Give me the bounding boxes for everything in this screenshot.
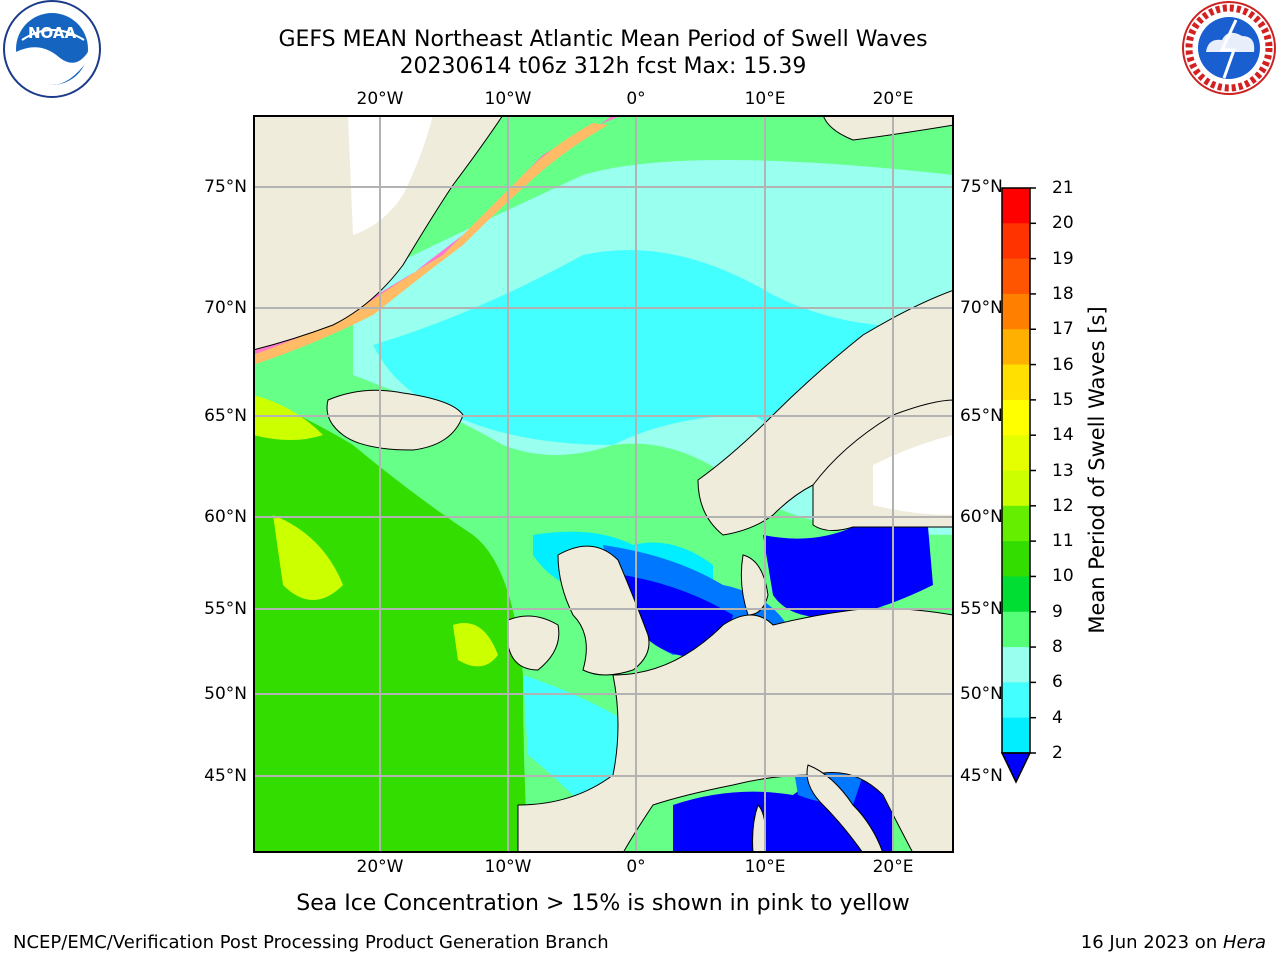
colorbar-tick-label: 19 xyxy=(1052,248,1074,269)
colorbar-extend-triangle xyxy=(1000,752,1032,784)
land-ireland xyxy=(507,615,560,671)
colorbar-band xyxy=(1002,293,1030,330)
footer-date-text: 16 Jun 2023 on xyxy=(1080,932,1223,953)
colorbar-tick-label: 8 xyxy=(1052,637,1063,658)
land-great-britain xyxy=(557,545,650,676)
colorbar-band xyxy=(1002,717,1030,754)
colorbar-ticks: 21 20 19 18 17 16 15 14 13 12 11 10 9 8 6 4 2 xyxy=(1042,178,1082,770)
lon-label-bottom: 0° xyxy=(626,857,646,877)
lon-label-top: 10°W xyxy=(484,89,532,109)
lat-label-right: 70°N xyxy=(960,298,1003,318)
footer-machine: Hera xyxy=(1222,932,1266,953)
lon-label-top: 10°E xyxy=(744,89,786,109)
colorbar-tick-label: 18 xyxy=(1052,283,1074,304)
colorbar-band xyxy=(1002,682,1030,719)
colorbar-band xyxy=(1002,647,1030,683)
lat-label-left: 70°N xyxy=(204,298,247,318)
colorbar-tick-label: 10 xyxy=(1052,566,1074,587)
lat-label-left: 45°N xyxy=(204,766,247,786)
lon-label-top: 20°E xyxy=(872,89,914,109)
colorbar-tick-label: 21 xyxy=(1052,178,1074,198)
swell-band-13-14 xyxy=(453,623,498,667)
colorbar-tick-label: 17 xyxy=(1052,319,1074,340)
lat-label-right: 55°N xyxy=(960,599,1003,619)
lon-label-bottom: 20°W xyxy=(356,857,404,877)
map-panel xyxy=(252,114,955,854)
lon-label-bottom: 10°E xyxy=(744,857,786,877)
colorbar-band xyxy=(1002,364,1030,401)
lat-label-right: 50°N xyxy=(960,684,1003,704)
lat-label-right: 45°N xyxy=(960,766,1003,786)
colorbar-band xyxy=(1002,505,1030,542)
colorbar-band xyxy=(1002,258,1030,295)
footer-date: 16 Jun 2023 on Hera xyxy=(1081,932,1266,954)
land-iceland xyxy=(326,389,464,451)
colorbar-band xyxy=(1002,470,1030,507)
colorbar-tick-label: 4 xyxy=(1052,707,1063,728)
colorbar-tick-label: 11 xyxy=(1052,531,1074,552)
lon-label-bottom: 10°W xyxy=(484,857,532,877)
colorbar-band xyxy=(1002,611,1030,648)
nws-logo xyxy=(1178,0,1280,100)
graticule xyxy=(253,115,954,853)
lon-label-top: 0° xyxy=(626,89,646,109)
sea-ice-note: Sea Ice Concentration > 15% is shown in … xyxy=(296,891,910,916)
map-frame xyxy=(253,115,954,853)
colorbar-band xyxy=(1002,435,1030,471)
land-svalbard xyxy=(822,114,955,141)
colorbar-band xyxy=(1002,188,1030,224)
colorbar-band xyxy=(1002,541,1030,577)
colorbar-tick-label: 9 xyxy=(1052,601,1063,622)
footer-credit: NCEP/EMC/Verification Post Processing Pr… xyxy=(13,932,609,953)
colorbar-band xyxy=(1002,223,1030,260)
lat-label-left: 60°N xyxy=(204,507,247,527)
colorbar xyxy=(1000,186,1036,786)
lat-label-right: 75°N xyxy=(960,177,1003,197)
lat-label-left: 55°N xyxy=(204,599,247,619)
colorbar-canvas xyxy=(1000,187,1036,784)
colorbar-band xyxy=(1002,576,1030,613)
lat-label-left: 65°N xyxy=(204,406,247,426)
colorbar-tick-label: 12 xyxy=(1052,495,1074,516)
noaa-logo-text: NOAA xyxy=(28,24,77,42)
colorbar-band xyxy=(1002,329,1030,366)
lon-label-top: 20°W xyxy=(356,89,404,109)
colorbar-tick-label: 13 xyxy=(1052,460,1074,481)
lat-label-left: 75°N xyxy=(204,177,247,197)
colorbar-tick-label: 6 xyxy=(1052,672,1063,693)
ice-sheet-white xyxy=(348,115,433,235)
colorbar-tick-label: 14 xyxy=(1052,425,1074,446)
lat-label-right: 65°N xyxy=(960,406,1003,426)
lon-label-bottom: 20°E xyxy=(872,857,914,877)
colorbar-tick-label: 2 xyxy=(1052,743,1063,763)
map-subtitle: 20230614 t06z 312h fcst Max: 15.39 xyxy=(399,54,807,79)
land-greenland xyxy=(252,114,504,351)
colorbar-tick-label: 20 xyxy=(1052,213,1074,234)
lat-label-right: 60°N xyxy=(960,507,1003,527)
swell-band-lt2 xyxy=(623,575,733,658)
map-canvas xyxy=(252,114,955,854)
lat-label-left: 50°N xyxy=(204,684,247,704)
colorbar-band xyxy=(1002,399,1030,436)
swell-band-12-13 xyxy=(273,515,343,600)
colorbar-tick-label: 15 xyxy=(1052,389,1074,410)
noaa-logo: NOAA xyxy=(0,0,104,100)
colorbar-label: Mean Period of Swell Waves [s] xyxy=(1085,306,1109,634)
colorbar-tick-label: 16 xyxy=(1052,354,1074,375)
swell-band-10-11 xyxy=(253,395,528,853)
map-title: GEFS MEAN Northeast Atlantic Mean Period… xyxy=(278,27,928,52)
